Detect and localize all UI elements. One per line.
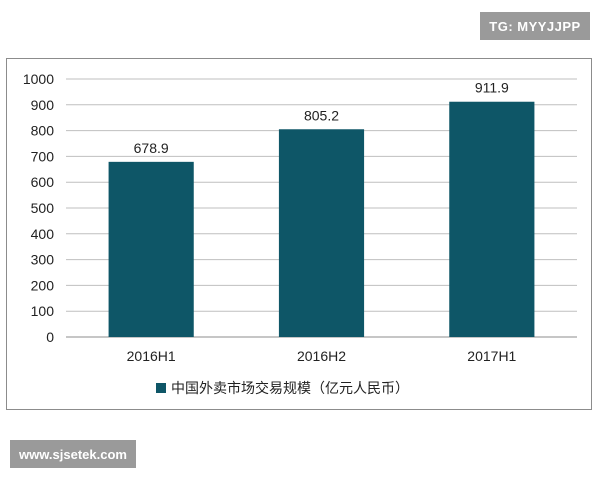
data-labels: 678.9 805.2 911.9 <box>134 80 509 156</box>
y-tick-label: 200 <box>31 277 55 293</box>
bar-2016H1 <box>108 161 194 337</box>
y-tick-label: 800 <box>31 123 55 139</box>
y-tick-label: 400 <box>31 226 55 242</box>
y-tick-label: 500 <box>31 200 55 216</box>
x-tick-label: 2016H1 <box>127 348 176 364</box>
x-tick-label: 2016H2 <box>297 348 346 364</box>
data-label: 911.9 <box>475 80 509 96</box>
data-label: 805.2 <box>304 107 339 123</box>
bar-2017H1 <box>449 101 535 337</box>
y-axis-ticks: 0 100 200 300 400 500 600 700 800 900 1000 <box>23 71 54 345</box>
y-tick-label: 300 <box>31 252 55 268</box>
chart-container: 0 100 200 300 400 500 600 700 800 900 1000 678.9 80… <box>6 58 592 410</box>
y-tick-label: 900 <box>31 97 55 113</box>
watermark-top: TG: MYYJJPP <box>480 12 590 40</box>
legend: 中国外卖市场交易规模（亿元人民币） <box>156 380 409 396</box>
legend-swatch <box>156 383 166 393</box>
watermark-bottom: www.sjsetek.com <box>10 440 136 468</box>
y-tick-label: 0 <box>46 329 54 345</box>
y-tick-label: 600 <box>31 174 55 190</box>
y-tick-label: 100 <box>31 303 55 319</box>
x-tick-label: 2017H1 <box>467 348 516 364</box>
y-tick-label: 700 <box>31 148 55 164</box>
bar-2016H2 <box>278 129 365 337</box>
bars <box>108 101 535 337</box>
y-tick-label: 1000 <box>23 71 54 87</box>
bar-chart: 0 100 200 300 400 500 600 700 800 900 1000 678.9 80… <box>23 71 577 396</box>
x-axis-ticks: 2016H1 2016H2 2017H1 <box>127 348 517 364</box>
data-label: 678.9 <box>134 140 169 156</box>
legend-label: 中国外卖市场交易规模（亿元人民币） <box>171 380 409 396</box>
